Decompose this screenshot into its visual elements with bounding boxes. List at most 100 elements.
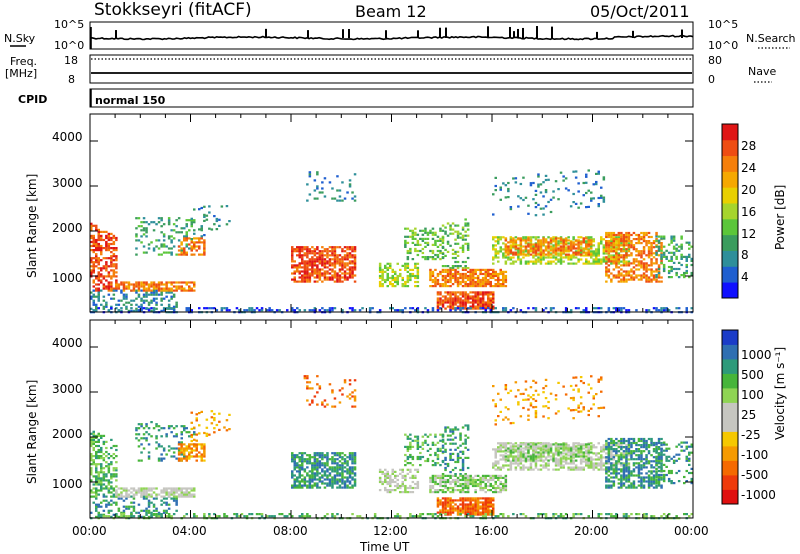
heatmap-cell bbox=[436, 272, 440, 276]
heatmap-cell bbox=[481, 291, 485, 294]
heatmap-cell bbox=[672, 245, 676, 248]
heatmap-cell bbox=[346, 476, 349, 479]
heatmap-cell bbox=[562, 239, 565, 242]
heatmap-cell bbox=[318, 250, 322, 253]
heatmap-cell bbox=[185, 223, 188, 226]
heatmap-cell bbox=[436, 299, 440, 302]
heatmap-cell bbox=[461, 305, 465, 308]
freq-tick-bottom: 8 bbox=[68, 73, 75, 86]
heatmap-cell bbox=[539, 183, 543, 186]
heatmap-cell bbox=[198, 208, 201, 211]
heatmap-cell bbox=[414, 227, 417, 230]
heatmap-cell bbox=[100, 479, 103, 482]
heatmap-cell bbox=[484, 482, 487, 486]
heatmap-cell bbox=[487, 280, 490, 284]
heatmap-cell bbox=[308, 470, 312, 473]
heatmap-cell bbox=[459, 276, 462, 280]
heatmap-cell bbox=[223, 426, 226, 429]
heatmap-cell bbox=[429, 278, 432, 282]
heatmap-cell bbox=[220, 205, 224, 208]
heatmap-cell bbox=[97, 232, 100, 235]
heatmap-cell bbox=[157, 285, 161, 288]
nsky-spikes bbox=[115, 26, 683, 38]
heatmap-cell bbox=[517, 250, 520, 253]
heatmap-cell bbox=[195, 447, 198, 450]
heatmap-cell bbox=[517, 256, 520, 259]
heatmap-cell bbox=[112, 469, 116, 472]
heatmap-cell bbox=[107, 236, 111, 240]
nsky-tick-top: 10^5 bbox=[54, 18, 84, 31]
heatmap-cell bbox=[690, 307, 693, 310]
heatmap-cell bbox=[311, 268, 314, 271]
heatmap-cell bbox=[155, 507, 158, 510]
heatmap-cell bbox=[487, 301, 490, 304]
heatmap-cell bbox=[175, 305, 178, 308]
beam-label: Beam 12 bbox=[355, 2, 427, 21]
heatmap-cell bbox=[90, 511, 93, 514]
heatmap-cell bbox=[150, 285, 153, 288]
heatmap-cell bbox=[188, 289, 191, 292]
heatmap-cell bbox=[97, 263, 100, 266]
heatmap-cell bbox=[361, 307, 364, 310]
freq-label: Freq. bbox=[10, 55, 37, 68]
heatmap-cell bbox=[125, 489, 128, 492]
heatmap-cell bbox=[92, 269, 95, 272]
heatmap-cell bbox=[474, 280, 477, 284]
heatmap-cell bbox=[464, 486, 467, 490]
heatmap-cell bbox=[559, 253, 563, 256]
heatmap-cell bbox=[110, 495, 113, 498]
heatmap-cell bbox=[152, 283, 156, 286]
heatmap-cell bbox=[195, 413, 198, 416]
heatmap-cell bbox=[504, 478, 508, 482]
heatmap-cell bbox=[617, 270, 621, 273]
heatmap-cell bbox=[554, 247, 558, 250]
heatmap-cell bbox=[316, 383, 319, 386]
heatmap-cell bbox=[167, 235, 171, 238]
heatmap-cell bbox=[140, 281, 143, 284]
heatmap-cell bbox=[451, 491, 455, 494]
heatmap-cell bbox=[381, 480, 384, 484]
heatmap-cell bbox=[622, 258, 626, 261]
heatmap-cell bbox=[172, 427, 176, 430]
heatmap-cell bbox=[542, 239, 545, 242]
heatmap-cell bbox=[316, 454, 319, 457]
power-cb-tick: 16 bbox=[741, 205, 756, 219]
heatmap-cell bbox=[434, 285, 437, 288]
heatmap-cell bbox=[647, 264, 651, 267]
heatmap-cell bbox=[92, 242, 95, 246]
heatmap-cell bbox=[180, 243, 183, 246]
heatmap-cell bbox=[95, 283, 98, 286]
heatmap-cell bbox=[419, 243, 422, 246]
heatmap-cell bbox=[537, 247, 540, 250]
heatmap-cell bbox=[321, 403, 324, 406]
heatmap-cell bbox=[343, 276, 347, 279]
heatmap-cell bbox=[532, 262, 535, 265]
heatmap-cell bbox=[326, 470, 329, 473]
heatmap-cell bbox=[451, 303, 455, 306]
heatmap-cell bbox=[454, 426, 457, 429]
heatmap-cell bbox=[193, 241, 196, 244]
heatmap-cell bbox=[311, 478, 314, 481]
heatmap-cell bbox=[655, 250, 658, 253]
heatmap-cell bbox=[162, 243, 166, 246]
heatmap-cell bbox=[424, 307, 427, 310]
heatmap-cell bbox=[95, 247, 98, 250]
heatmap-cell bbox=[476, 293, 480, 296]
heatmap-cell bbox=[142, 227, 146, 230]
heatmap-cell bbox=[675, 267, 678, 271]
heatmap-cell bbox=[497, 486, 500, 490]
heatmap-cell bbox=[572, 201, 575, 204]
heatmap-cell bbox=[228, 428, 231, 431]
heatmap-cell bbox=[92, 251, 95, 254]
heatmap-cell bbox=[449, 270, 452, 273]
heatmap-cell bbox=[481, 486, 485, 490]
heatmap-cell bbox=[652, 240, 656, 243]
heatmap-cell bbox=[386, 285, 389, 288]
heatmap-cell bbox=[587, 249, 590, 252]
heatmap-cell bbox=[429, 489, 432, 492]
heatmap-cell bbox=[293, 250, 296, 253]
heatmap-cell bbox=[90, 236, 93, 240]
heatmap-cell bbox=[384, 486, 387, 490]
heatmap-cell bbox=[487, 489, 490, 492]
